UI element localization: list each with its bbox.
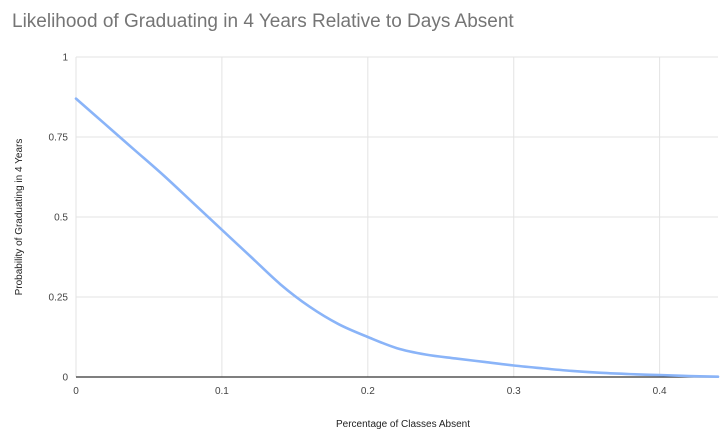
x-tick-label: 0.2 xyxy=(361,386,375,397)
y-tick-label: 1 xyxy=(62,53,68,64)
series-line xyxy=(74,97,720,378)
x-tick-label: 0.3 xyxy=(507,386,521,397)
y-axis-tick-labels: 0 0.25 0.5 0.75 1 xyxy=(49,53,69,384)
x-tick-label: 0 xyxy=(73,386,79,397)
series-group xyxy=(74,97,720,378)
x-axis-label: Percentage of Classes Absent xyxy=(336,419,470,430)
x-tick-label: 0.4 xyxy=(653,386,667,397)
x-axis-tick-labels: 0 0.1 0.2 0.3 0.4 xyxy=(73,386,667,397)
x-tick-label: 0.1 xyxy=(215,386,229,397)
y-tick-label: 0 xyxy=(62,373,68,384)
chart-title: Likelihood of Graduating in 4 Years Rela… xyxy=(12,11,514,32)
y-tick-label: 0.75 xyxy=(49,133,69,144)
y-axis-label: Probability of Graduating in 4 Years xyxy=(14,139,25,296)
y-tick-label: 0.25 xyxy=(49,293,69,304)
y-gridlines xyxy=(76,56,718,298)
y-tick-label: 0.5 xyxy=(54,213,68,224)
